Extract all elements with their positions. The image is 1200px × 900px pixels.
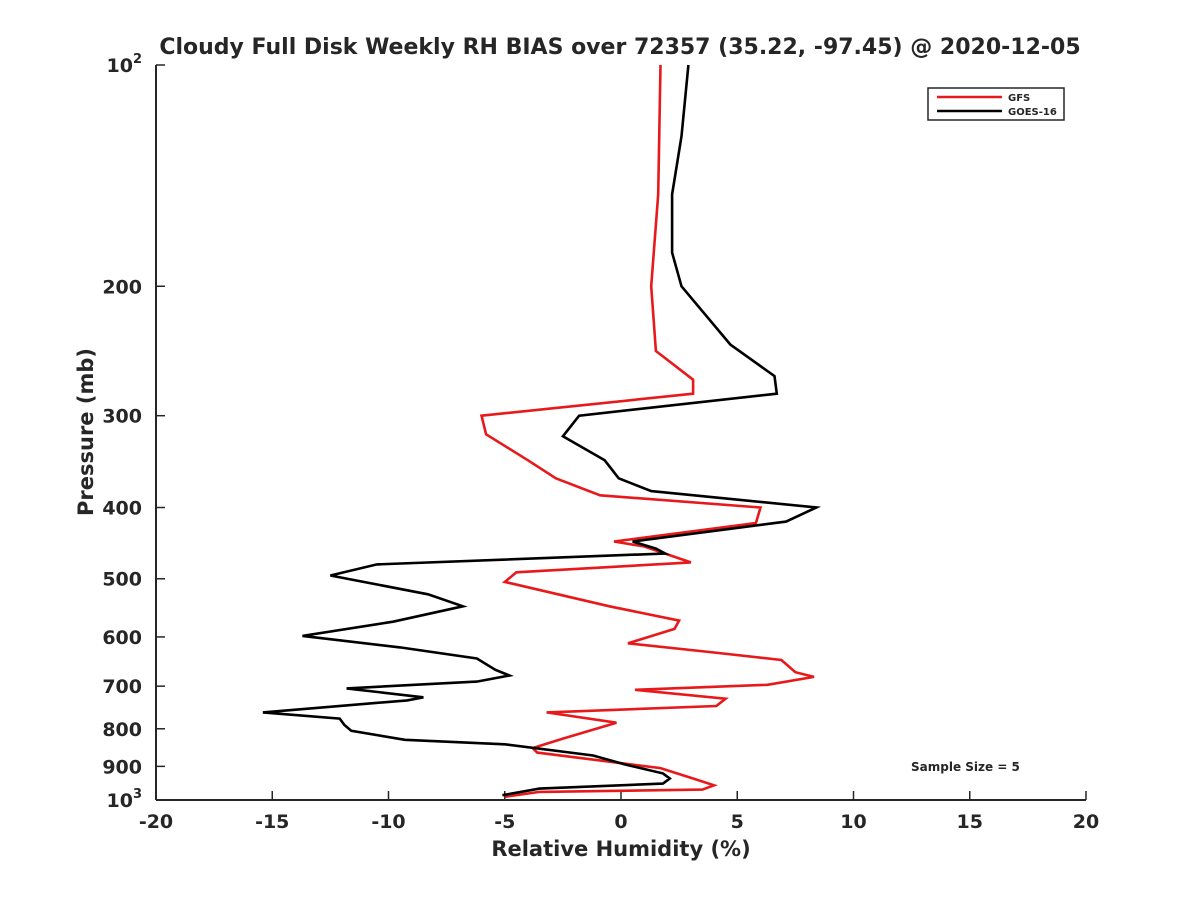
y-tick-label-base: 900	[102, 756, 142, 778]
y-tick-label-base: 400	[102, 498, 142, 520]
y-tick-label: 300	[102, 406, 142, 428]
x-tick-group: -20 -15 -10 -5 0 5 10 15 20	[139, 791, 1099, 833]
y-tick-label-base: 10	[107, 55, 133, 77]
y-axis-label: Pressure (mb)	[74, 348, 98, 516]
legend-label-gfs: GFS	[1008, 93, 1030, 104]
series-group	[262, 64, 822, 799]
x-tick-label: 0	[614, 811, 627, 833]
y-tick-label: 600	[102, 627, 142, 649]
y-tick-label: 500	[102, 569, 142, 591]
plot-area	[155, 65, 1086, 801]
y-tick-label-base: 300	[102, 406, 142, 428]
x-tick-label: 15	[957, 811, 983, 833]
series-line-gfs	[479, 64, 815, 799]
series-line-goes16	[262, 64, 822, 797]
x-axis-label: Relative Humidity (%)	[491, 837, 750, 861]
y-tick-label-base: 10	[107, 790, 133, 812]
y-tick-label-exponent: 3	[133, 787, 142, 802]
y-tick-label-base: 500	[102, 569, 142, 591]
legend-label-goes16: GOES-16	[1008, 107, 1057, 118]
y-tick-label-base: 800	[102, 719, 142, 741]
y-tick-label-base: 700	[102, 676, 142, 698]
y-tick-label: 800	[102, 719, 142, 741]
x-tick-label: -15	[255, 811, 289, 833]
y-tick-label: 400	[102, 498, 142, 520]
sample-size-annotation: Sample Size = 5	[911, 760, 1020, 774]
x-tick-label: 20	[1073, 811, 1099, 833]
y-tick-label-base: 200	[102, 276, 142, 298]
y-tick-label-exponent: 2	[133, 52, 142, 67]
y-tick-label: 102	[107, 52, 143, 77]
legend-box	[927, 87, 1065, 121]
chart-title: Cloudy Full Disk Weekly RH BIAS over 723…	[159, 35, 1080, 60]
x-tick-label: -5	[494, 811, 515, 833]
x-tick-label: -20	[139, 811, 173, 833]
x-tick-label: -10	[371, 811, 405, 833]
legend: GFS GOES-16	[927, 87, 1065, 121]
x-tick-label: 10	[840, 811, 866, 833]
x-tick-label: 5	[731, 811, 744, 833]
y-tick-label: 900	[102, 756, 142, 778]
y-tick-label-base: 600	[102, 627, 142, 649]
y-tick-label: 200	[102, 276, 142, 298]
y-tick-label: 103	[107, 787, 143, 812]
y-tick-label: 700	[102, 676, 142, 698]
